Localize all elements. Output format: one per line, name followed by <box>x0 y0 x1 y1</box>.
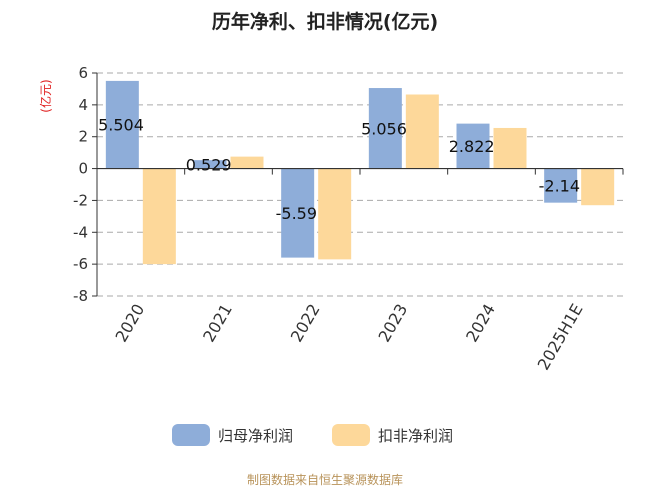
x-tick-label: 2023 <box>374 301 411 346</box>
y-tick-label: -2 <box>73 191 88 209</box>
data-label: 5.056 <box>361 119 407 138</box>
data-label: -5.59 <box>276 204 317 223</box>
bar-deducted-profit <box>581 168 615 206</box>
x-tick-label: 2025H1E <box>534 301 587 374</box>
x-tick-label: 2020 <box>111 301 148 346</box>
bar-net-profit <box>193 160 227 169</box>
bar-net-profit <box>368 88 402 169</box>
y-tick-label: -4 <box>73 223 88 241</box>
bar-deducted-profit <box>405 94 439 169</box>
x-tick-label: 2021 <box>199 301 236 346</box>
y-tick-label: -8 <box>73 287 88 305</box>
x-tick-label: 2024 <box>462 301 499 346</box>
y-tick-label: 2 <box>78 128 88 146</box>
bar-net-profit <box>281 168 315 258</box>
bar-net-profit <box>544 168 578 203</box>
data-label: -2.14 <box>539 177 580 196</box>
y-tick-label: 6 <box>78 64 88 82</box>
legend-label: 归母净利润 <box>218 427 293 445</box>
bars <box>105 80 615 265</box>
data-label: 2.822 <box>449 137 495 156</box>
legend: 归母净利润 扣非净利润 <box>172 424 453 446</box>
y-tick-label: 4 <box>78 96 88 114</box>
chart-title: 历年净利、扣非情况(亿元) <box>212 10 438 33</box>
bar-deducted-profit <box>318 168 352 260</box>
y-tick-label: -6 <box>73 255 88 273</box>
data-label: 5.504 <box>98 116 144 135</box>
y-tick-label: 0 <box>78 160 88 178</box>
legend-swatch <box>332 424 370 446</box>
bar-deducted-profit <box>230 156 264 169</box>
bar-deducted-profit <box>142 168 176 265</box>
grid-lines <box>97 72 623 297</box>
data-labels: 5.504 0.529 -5.59 5.056 2.822 -2.14 <box>98 116 580 223</box>
x-tick-label: 2022 <box>287 301 324 346</box>
bar-deducted-profit <box>493 127 527 169</box>
y-axis-unit: (亿元) <box>38 79 53 112</box>
source-note: 制图数据来自恒生聚源数据库 <box>247 472 403 487</box>
bar-net-profit <box>105 80 139 169</box>
data-label: 0.529 <box>186 155 232 174</box>
legend-label: 扣非净利润 <box>378 427 453 445</box>
bar-net-profit <box>456 123 490 169</box>
legend-swatch <box>172 424 210 446</box>
